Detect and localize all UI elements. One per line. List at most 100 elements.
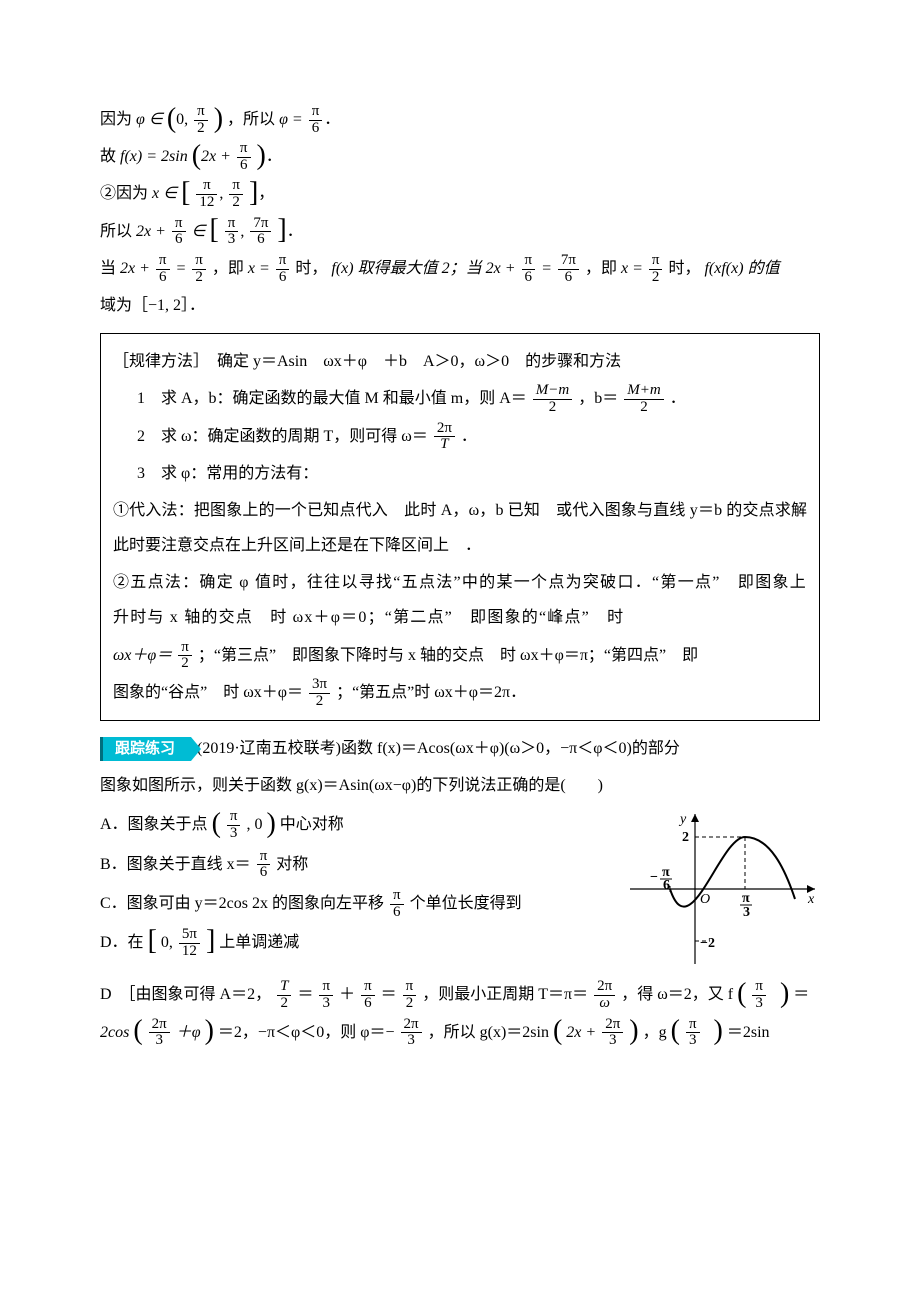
math: φ ∈ <box>136 111 163 128</box>
txt: ＝2，−π＜φ＜0，则 φ＝− <box>218 1024 395 1041</box>
num: π <box>229 178 243 195</box>
den: T <box>434 437 455 453</box>
frac: π6 <box>257 849 271 882</box>
num: 2π <box>602 1017 623 1034</box>
frac-pi-6: π6 <box>309 104 323 137</box>
bracket-open: [ <box>209 220 218 240</box>
num: π <box>403 979 417 996</box>
txt: 时， <box>295 260 327 277</box>
frac: π6 <box>361 979 375 1012</box>
math: 2x + <box>136 223 166 240</box>
eq: = <box>176 260 187 277</box>
frac: π6 <box>522 253 536 286</box>
num: 2π <box>149 1017 170 1034</box>
frac: 2π3 <box>149 1017 170 1050</box>
line-2: 故 f(x) = 2sin (2x + π6 )． <box>100 139 820 174</box>
frac: π2 <box>649 253 663 286</box>
txt: ；“第五点”时 ωx＋φ＝2π． <box>336 684 526 701</box>
den: ω <box>594 996 615 1012</box>
den: 6 <box>237 158 251 174</box>
frac: 7π6 <box>558 253 579 286</box>
num: π <box>649 253 663 270</box>
paren-open: ( <box>671 1021 680 1041</box>
txt: ． <box>461 428 477 445</box>
txt: 2cos <box>100 1024 129 1041</box>
txt: 2 求 ω：确定函数的周期 T，则可得 ω＝ <box>137 428 428 445</box>
frac-pi-6: π6 <box>172 216 186 249</box>
den: 6 <box>156 270 170 286</box>
den: 3 <box>686 1033 700 1049</box>
eq: ＝ <box>793 986 809 1003</box>
frac: π3 <box>319 979 333 1012</box>
den: 2 <box>194 121 208 137</box>
frac: M+m2 <box>624 383 663 416</box>
paren-close: ) <box>257 146 266 166</box>
den: 2 <box>624 400 663 416</box>
num: π <box>225 216 239 233</box>
frac: π3 <box>227 809 241 842</box>
svg-text:−: − <box>650 870 658 885</box>
num: π <box>237 141 251 158</box>
den: 2 <box>192 270 206 286</box>
txt: A．图象关于点 <box>100 816 208 833</box>
txt: ＝2sin <box>727 1024 770 1041</box>
paren-close: ) <box>780 984 789 1004</box>
box-3: 3 求 φ：常用的方法有： <box>113 456 807 491</box>
txt: C．图象可由 y＝2cos 2x 的图象向左平移 <box>100 895 384 912</box>
txt: D．在 <box>100 934 144 951</box>
ytick-neg2: −2 <box>700 936 715 951</box>
num: 2π <box>401 1017 422 1034</box>
num: π <box>361 979 375 996</box>
num: T <box>277 979 291 996</box>
num: π <box>156 253 170 270</box>
follow-line-1: 跟踪练习 (2019·辽南五校联考)函数 f(x)＝Acos(ωx＋φ)(ω＞0… <box>100 731 820 766</box>
math: f(x) = 2sin <box>120 148 188 165</box>
line-5: 当 2x + π6 = π2 ，即 x = π6 时， f(x) 取得最大值 2… <box>100 251 820 286</box>
txt: 所以 <box>100 223 136 240</box>
den: 12 <box>196 195 217 211</box>
paren-open: ( <box>553 1021 562 1041</box>
box-p2a: ②五点法：确定 φ 值时，往往以寻找“五点法”中的某一个点为突破口．“第一点” … <box>113 565 807 635</box>
num: 7π <box>250 216 271 233</box>
txt: 对称 <box>276 856 308 873</box>
line-3: ②因为 x ∈ [ π12, π2 ]， <box>100 176 820 211</box>
x-axis-label: x <box>807 892 815 907</box>
frac: 5π12 <box>179 927 200 960</box>
y-axis-label: y <box>678 812 687 827</box>
num: π <box>172 216 186 233</box>
box-p2b: ωx＋φ＝ π2 ；“第三点” 即图象下降时与 x 轴的交点 时 ωx＋φ＝π；… <box>113 638 807 673</box>
frac-pi-12: π12 <box>196 178 217 211</box>
txt: ＋φ <box>176 1024 201 1041</box>
svg-text:π: π <box>742 891 750 906</box>
txt: 上单调递减 <box>219 934 299 951</box>
num: π <box>227 809 241 826</box>
bracket-open: [ <box>148 931 157 951</box>
den: 6 <box>309 121 323 137</box>
den: 6 <box>522 270 536 286</box>
den: 3 <box>225 232 239 248</box>
paren-open: ( <box>737 984 746 1004</box>
den: 6 <box>276 270 290 286</box>
dot: ． <box>324 111 340 128</box>
num: 5π <box>179 927 200 944</box>
txt: f(x) 取得最大值 2；当 <box>331 260 485 277</box>
txt: 个单位长度得到 <box>410 895 522 912</box>
paren-close: ) <box>205 1021 214 1041</box>
txt: ωx＋φ＝ <box>113 647 172 664</box>
math: 2x + <box>566 1024 596 1041</box>
page: 因为 φ ∈ (0, π2 ) ，所以 φ = π6． 故 f(x) = 2si… <box>0 0 920 1112</box>
line-4: 所以 2x + π6 ∈ [ π3, 7π6 ]． <box>100 214 820 249</box>
txt: 中心对称 <box>280 816 344 833</box>
paren-open: ( <box>133 1021 142 1041</box>
num: π <box>276 253 290 270</box>
num: π <box>390 888 404 905</box>
den: 3 <box>401 1033 422 1049</box>
eq: = <box>541 260 552 277</box>
num: π <box>309 104 323 121</box>
txt: ，即 <box>585 260 621 277</box>
den: 2 <box>649 270 663 286</box>
den: 2 <box>533 400 572 416</box>
num: π <box>192 253 206 270</box>
follow-tag: 跟踪练习 <box>100 737 191 761</box>
txt: B．图象关于直线 x＝ <box>100 856 251 873</box>
